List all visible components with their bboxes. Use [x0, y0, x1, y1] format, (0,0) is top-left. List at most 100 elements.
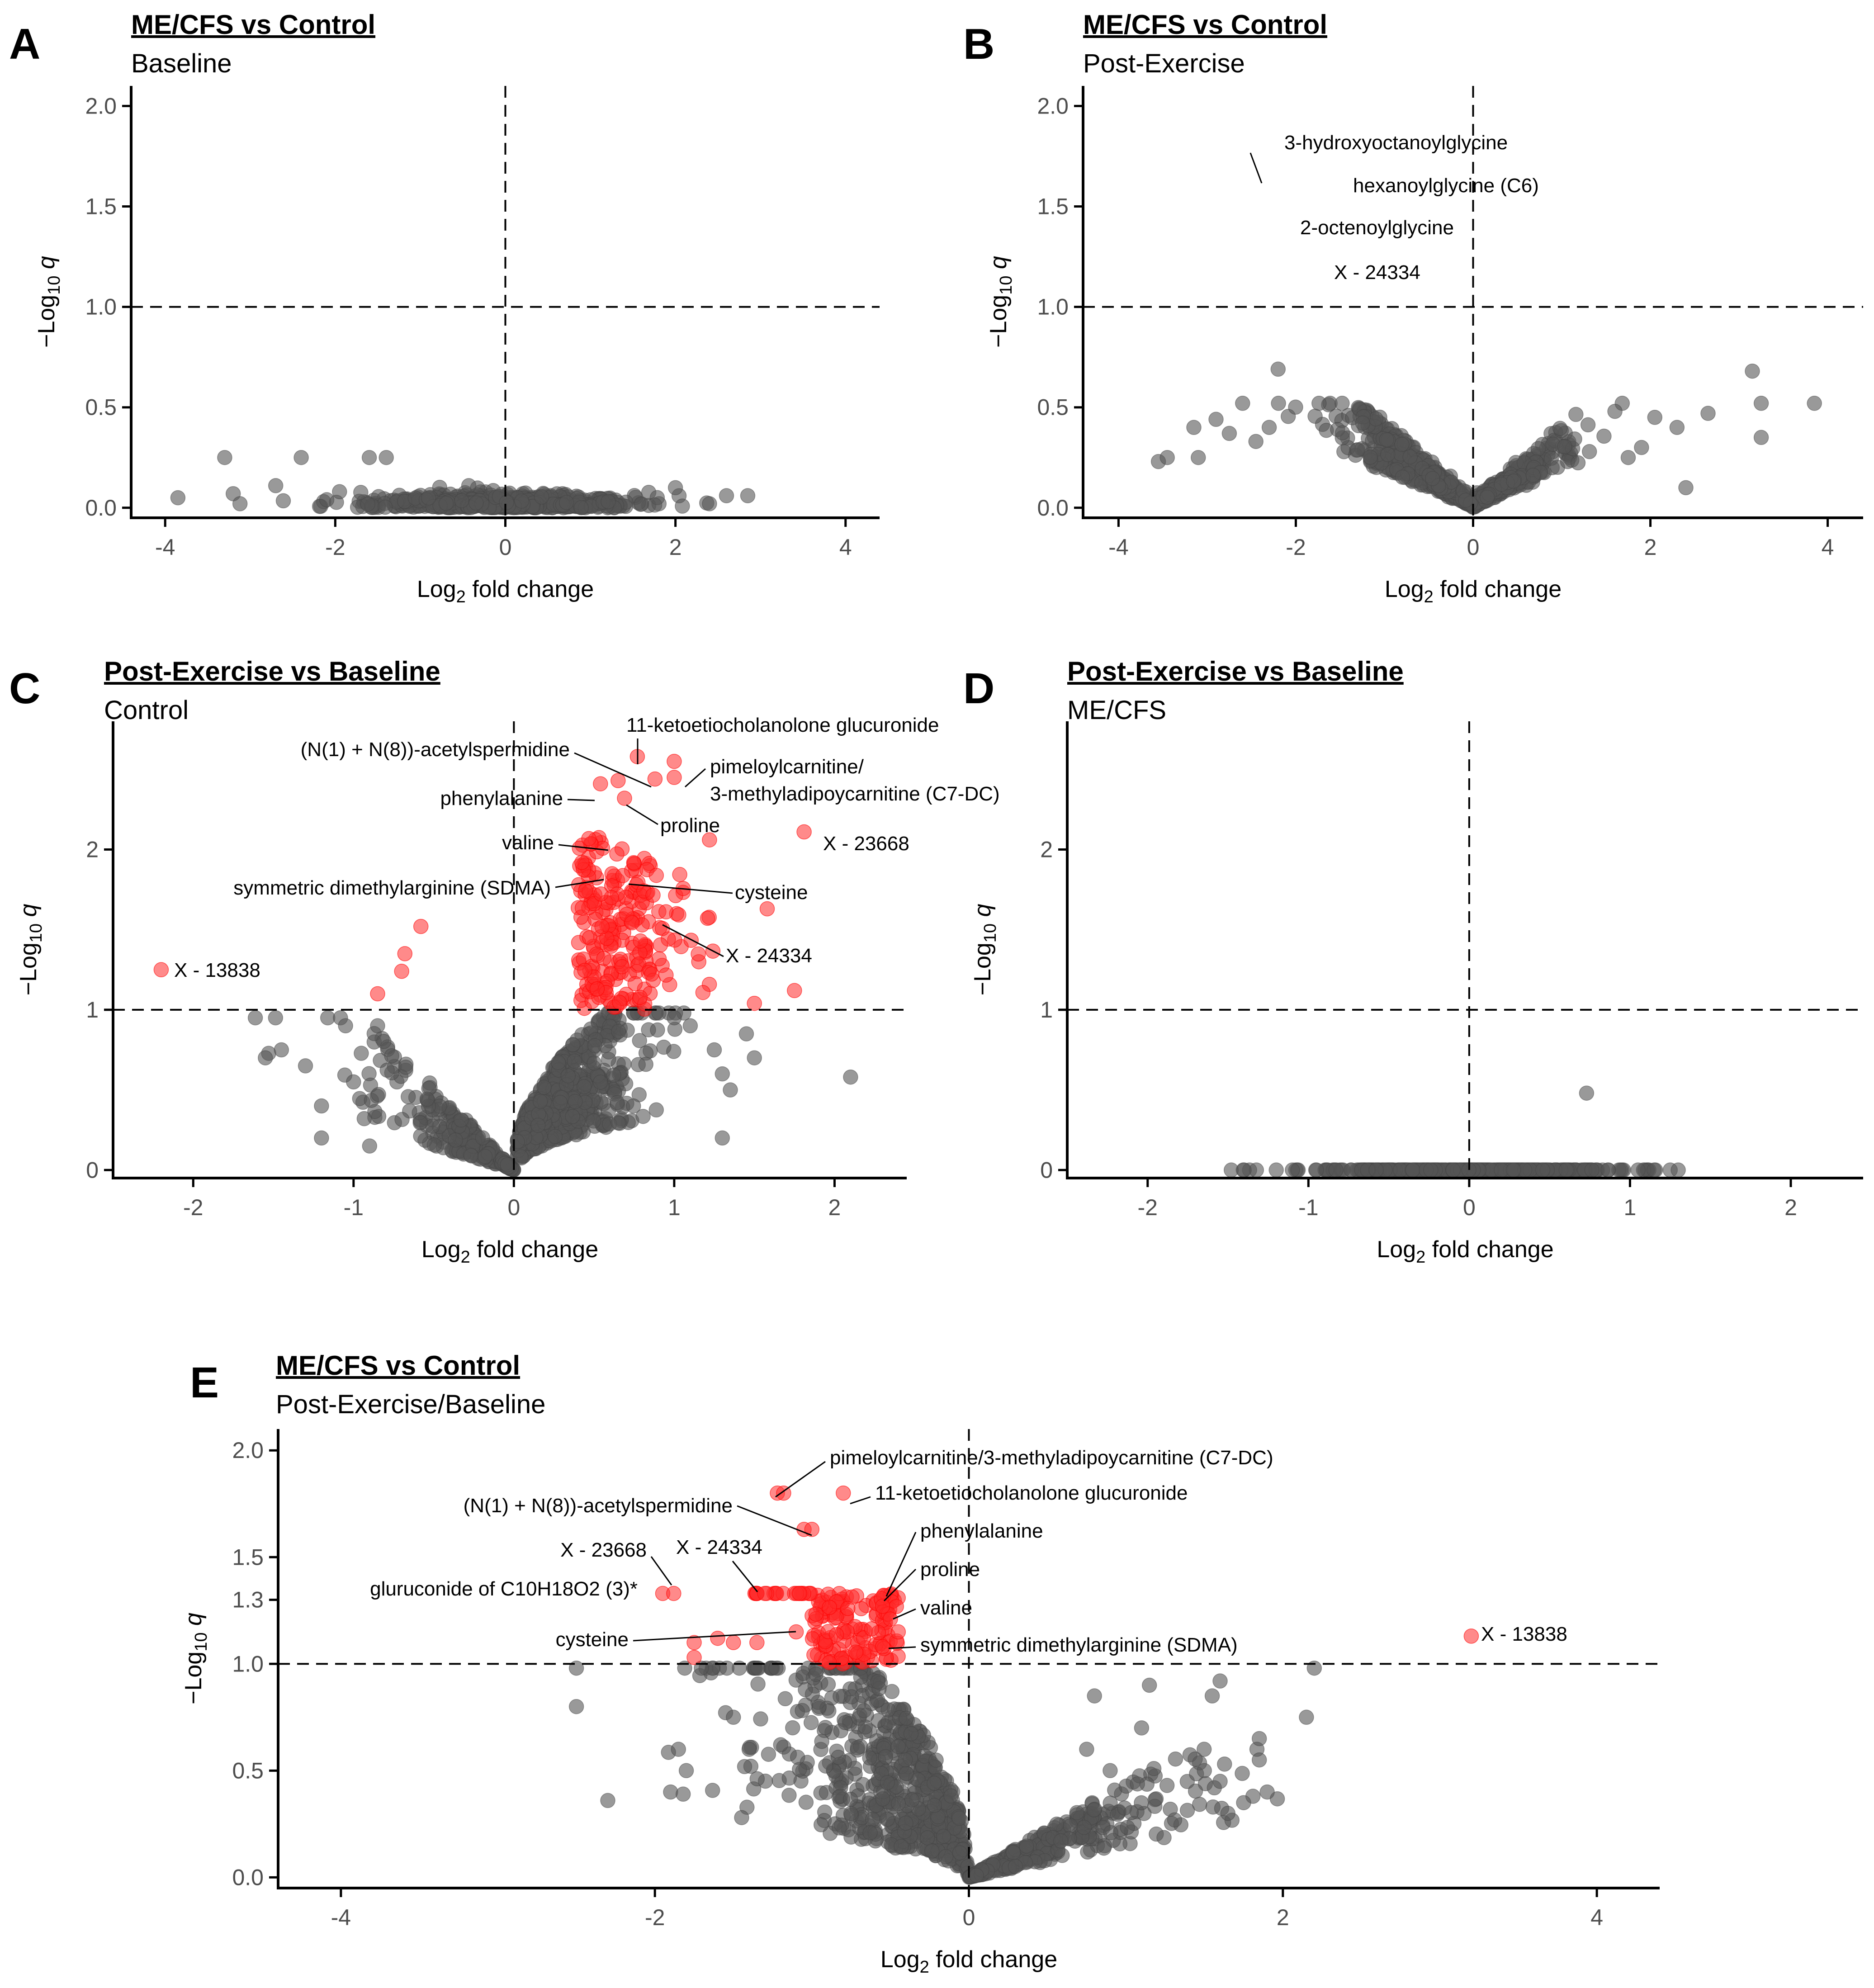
x-tick-label: 0: [499, 535, 512, 560]
point: [814, 1733, 829, 1749]
point: [753, 1711, 768, 1727]
point: [705, 1783, 720, 1798]
point: [565, 1109, 580, 1124]
point: [1570, 455, 1586, 471]
label-leader: [685, 768, 706, 788]
point: [1335, 425, 1350, 440]
point-significant: [651, 951, 667, 966]
x-tick-label: 1: [1624, 1195, 1637, 1220]
point-label: gluruconide of C10H18O2 (3)*: [370, 1578, 638, 1600]
point-label: phenylalanine: [920, 1520, 1043, 1542]
x-tick-label: -2: [645, 1905, 665, 1930]
label-leader: [732, 1561, 758, 1592]
point-label: X - 13838: [1481, 1623, 1567, 1645]
point-significant: [653, 937, 668, 953]
point: [1669, 420, 1685, 435]
point: [1671, 1162, 1686, 1178]
point-label: cysteine: [556, 1628, 629, 1651]
point: [737, 1759, 752, 1775]
point: [856, 1703, 872, 1718]
point: [1220, 1806, 1236, 1821]
point: [903, 1726, 919, 1742]
x-axis-label: Log2 fold change: [421, 1236, 598, 1267]
point: [379, 450, 394, 465]
x-tick-label: 4: [1590, 1905, 1603, 1930]
point-significant: [840, 1600, 856, 1616]
point: [601, 494, 616, 509]
point: [938, 1849, 954, 1865]
point: [890, 1739, 906, 1754]
point: [808, 1666, 823, 1682]
point: [419, 1091, 435, 1107]
point: [499, 495, 514, 510]
point: [1236, 1795, 1251, 1810]
point: [795, 1703, 810, 1718]
point: [354, 1046, 369, 1061]
point: [1188, 1783, 1203, 1799]
point: [1080, 1844, 1095, 1860]
point: [1620, 450, 1636, 465]
point: [1005, 1845, 1021, 1860]
point-significant: [864, 1621, 880, 1637]
point: [723, 1082, 738, 1098]
point-significant: [610, 773, 626, 788]
point: [899, 1710, 914, 1726]
point-significant: [759, 901, 775, 917]
point: [740, 488, 756, 503]
point-significant: [808, 1606, 824, 1622]
point-significant: [645, 887, 661, 903]
point: [647, 497, 663, 513]
label-leader: [626, 804, 658, 825]
point: [558, 495, 574, 510]
point: [798, 1682, 813, 1698]
point: [1217, 1756, 1232, 1772]
point: [1208, 412, 1224, 427]
point: [1535, 1162, 1551, 1178]
point: [650, 1022, 665, 1038]
panel-subtitle: Post-Exercise/Baseline: [276, 1390, 545, 1419]
point-label: proline: [920, 1558, 980, 1581]
x-tick-label: 0: [507, 1195, 520, 1220]
point: [552, 1094, 568, 1110]
point: [532, 1093, 548, 1109]
point: [820, 1676, 836, 1692]
y-tick-label: 2.0: [85, 93, 117, 118]
x-tick-label: -2: [325, 535, 345, 560]
point: [1103, 1795, 1118, 1811]
point: [394, 1112, 410, 1127]
point: [811, 1699, 827, 1714]
label-leader: [650, 1556, 672, 1586]
y-tick-label: 1.0: [85, 294, 117, 320]
point: [346, 1074, 361, 1090]
point: [361, 450, 377, 465]
point: [1179, 1803, 1195, 1818]
point: [247, 1010, 263, 1026]
label-leader: [1249, 152, 1263, 184]
point: [738, 1026, 754, 1041]
x-axis-label: Log2 fold change: [1385, 576, 1562, 606]
panel-subtitle: Baseline: [131, 49, 232, 78]
point: [1196, 1742, 1212, 1757]
panel-letter: C: [9, 664, 40, 713]
point-significant: [796, 824, 812, 840]
point-significant: [574, 855, 590, 870]
point: [1405, 1162, 1421, 1178]
point: [1120, 1820, 1135, 1835]
panel-letter: B: [963, 20, 994, 68]
point: [750, 1676, 766, 1692]
point-significant: [686, 1650, 702, 1665]
point: [1394, 436, 1410, 452]
y-tick-label: 1.5: [85, 194, 117, 219]
point: [320, 1010, 336, 1026]
point: [1335, 396, 1350, 411]
point: [719, 488, 734, 503]
point-label: X - 23668: [560, 1539, 647, 1561]
point: [1505, 1162, 1521, 1178]
x-tick-label: 2: [1277, 1905, 1289, 1930]
panel-subtitle: Control: [104, 696, 189, 725]
point: [1634, 440, 1649, 455]
label-leader: [775, 1461, 826, 1498]
point: [667, 480, 683, 496]
point-label: cysteine: [735, 881, 808, 904]
point: [592, 1074, 608, 1090]
